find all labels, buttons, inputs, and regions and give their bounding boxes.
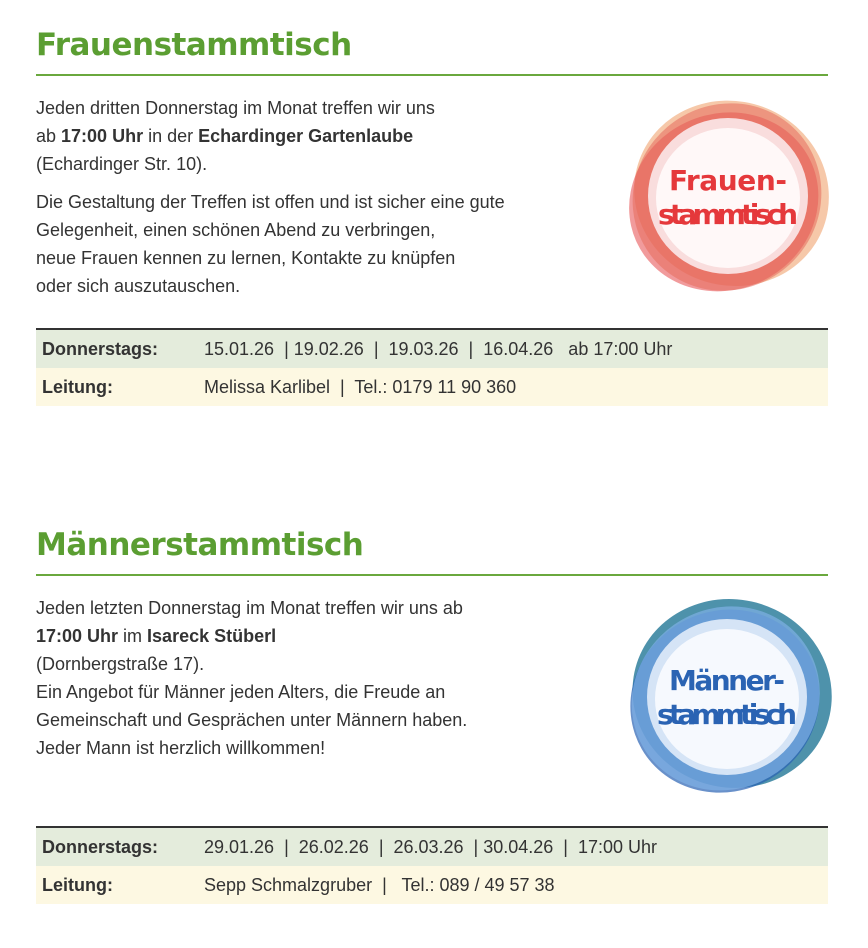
text-line: Gemeinschaft und Gesprächen unter Männer…	[36, 710, 468, 730]
section-title: Frauenstammtisch	[36, 27, 352, 63]
text-line: Gelegenheit, einen schönen Abend zu verb…	[36, 220, 436, 240]
section-title: Männerstammtisch	[36, 527, 364, 563]
divider	[36, 74, 828, 76]
svg-text:stammtisch: stammtisch	[658, 198, 798, 231]
maennerstammtisch-logo: Männer- stammtisch	[630, 599, 832, 793]
text-line: (Echardinger Str. 10).	[36, 154, 208, 174]
text-line: Jeden dritten Donnerstag im Monat treffe…	[36, 98, 435, 118]
leitung-value: Melissa Karlibel | Tel.: 0179 11 90 360	[198, 368, 828, 406]
svg-text:Männer-: Männer-	[669, 664, 785, 697]
text-line: Ein Angebot für Männer jeden Alters, die…	[36, 682, 446, 702]
leitung-value: Sepp Schmalzgruber | Tel.: 089 / 49 57 3…	[198, 866, 828, 904]
text-line: 17:00 Uhr im Isareck Stüberl	[36, 626, 277, 646]
frauenstammtisch-section: Frauenstammtisch Jeden dritten Donnersta…	[36, 24, 829, 406]
dates-value: 15.01.26 | 19.02.26 | 19.03.26 | 16.04.2…	[198, 329, 828, 368]
text-line: Die Gestaltung der Treffen ist offen und…	[36, 192, 505, 212]
svg-text:stammtisch: stammtisch	[657, 698, 797, 731]
dates-value: 29.01.26 | 26.02.26 | 26.03.26 | 30.04.2…	[198, 827, 828, 866]
dates-label: Donnerstags:	[36, 329, 198, 368]
text-line: ab 17:00 Uhr in der Echardinger Gartenla…	[36, 126, 414, 146]
leitung-label: Leitung:	[36, 866, 198, 904]
text-line: neue Frauen kennen zu lernen, Kontakte z…	[36, 248, 456, 268]
divider	[36, 574, 828, 576]
text-line: oder sich auszutauschen.	[36, 276, 241, 296]
text-line: Jeden letzten Donnerstag im Monat treffe…	[36, 598, 463, 618]
table-row: Donnerstags: 29.01.26 | 26.02.26 | 26.03.…	[36, 827, 828, 866]
frauenstammtisch-logo: Frauen- stammtisch	[629, 100, 829, 292]
schedule-table: Donnerstags: 15.01.26 | 19.02.26 | 19.03.…	[36, 328, 828, 406]
maennerstammtisch-section: Männerstammtisch Jeden letzten Donnersta…	[36, 524, 832, 904]
description: Jeden letzten Donnerstag im Monat treffe…	[36, 594, 596, 762]
dates-label: Donnerstags:	[36, 827, 198, 866]
schedule-table: Donnerstags: 29.01.26 | 26.02.26 | 26.03.…	[36, 826, 828, 904]
table-row: Donnerstags: 15.01.26 | 19.02.26 | 19.03.…	[36, 329, 828, 368]
leitung-label: Leitung:	[36, 368, 198, 406]
table-row: Leitung: Melissa Karlibel | Tel.: 0179 11…	[36, 368, 828, 406]
text-line: Jeder Mann ist herzlich willkommen!	[36, 738, 326, 758]
svg-text:Frauen-: Frauen-	[669, 164, 787, 197]
text-line: (Dornbergstraße 17).	[36, 654, 205, 674]
description: Jeden dritten Donnerstag im Monat treffe…	[36, 94, 596, 300]
table-row: Leitung: Sepp Schmalzgruber | Tel.: 089 /…	[36, 866, 828, 904]
